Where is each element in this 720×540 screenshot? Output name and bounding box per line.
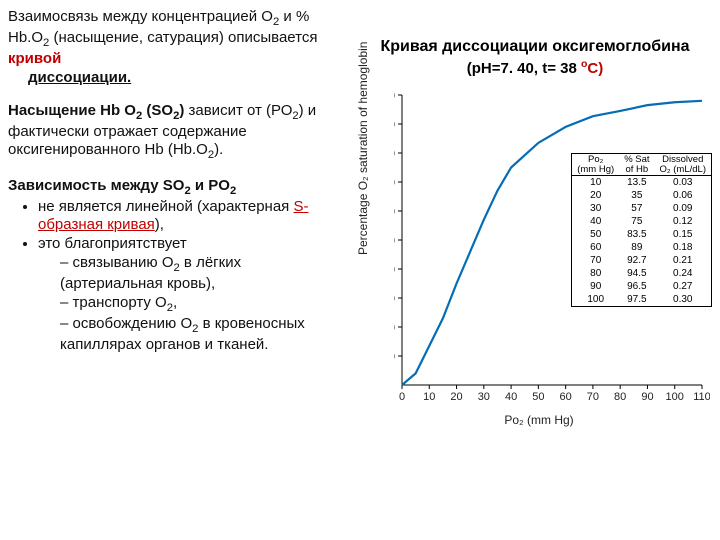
- y-axis-label: Percentage O₂ saturation of hemoglobin: [356, 42, 370, 255]
- svg-text:100: 100: [666, 391, 684, 403]
- svg-text:30: 30: [478, 391, 490, 403]
- bullet-list: не является линейной (характерная S-обра…: [8, 198, 340, 355]
- chart-title: Кривая диссоциации оксигемоглобина: [356, 38, 714, 56]
- svg-text:90: 90: [641, 391, 653, 403]
- table-row: 40750.12: [572, 215, 712, 228]
- x-axis-label: Pᴏ₂ (mm Hg): [504, 413, 573, 427]
- bullet-2: это благоприятствует связыванию О2 в лёг…: [38, 235, 340, 354]
- bullet-1: не является линейной (характерная S-обра…: [38, 198, 340, 236]
- col-po2: Pᴏ₂(mm Hg): [572, 154, 619, 176]
- table-row: 30570.09: [572, 202, 712, 215]
- svg-text:60: 60: [560, 391, 572, 403]
- data-table: Pᴏ₂(mm Hg) % Satof Hb DissolvedO₂ (mL/dL…: [571, 153, 712, 307]
- svg-text:0: 0: [399, 391, 405, 403]
- paragraph-3: Зависимость между SО2 и PО2 не является …: [8, 177, 340, 355]
- table-row: 8094.50.24: [572, 267, 712, 280]
- table-row: 60890.18: [572, 241, 712, 254]
- dash-3: освобождению О2 в кровеносных капиллярах…: [60, 315, 340, 355]
- svg-text:100: 100: [394, 91, 395, 102]
- svg-text:80: 80: [614, 391, 626, 403]
- right-column: Кривая диссоциации оксигемоглобина (рН=7…: [350, 0, 720, 540]
- table-row: 20350.06: [572, 189, 712, 202]
- dash-1: связыванию О2 в лёгких (артериальная кро…: [60, 254, 340, 294]
- dash-2: транспорту О2,: [60, 294, 340, 315]
- svg-text:40: 40: [394, 264, 395, 276]
- svg-text:40: 40: [505, 391, 517, 403]
- table-row: 9096.50.27: [572, 280, 712, 293]
- col-sat: % Satof Hb: [619, 154, 654, 176]
- chart-container: Percentage O₂ saturation of hemoglobin 0…: [360, 85, 718, 425]
- paragraph-1: Взаимосвязь между концентрацией О2 и % H…: [8, 8, 340, 88]
- table-row: 10097.50.30: [572, 293, 712, 307]
- left-text-column: Взаимосвязь между концентрацией О2 и % H…: [0, 0, 350, 540]
- svg-text:70: 70: [587, 391, 599, 403]
- p1-line: Взаимосвязь между концентрацией О: [8, 8, 273, 25]
- svg-text:30: 30: [394, 293, 395, 305]
- svg-text:20: 20: [394, 322, 395, 334]
- table-row: 1013.50.03: [572, 176, 712, 190]
- svg-text:50: 50: [532, 391, 544, 403]
- svg-text:110: 110: [693, 391, 710, 403]
- chart-subtitle: (рН=7. 40, t= 38 оС): [356, 58, 714, 77]
- svg-text:20: 20: [450, 391, 462, 403]
- table-row: 7092.70.21: [572, 254, 712, 267]
- svg-text:60: 60: [394, 206, 395, 218]
- svg-text:90: 90: [394, 119, 395, 131]
- table-row: 5083.50.15: [572, 228, 712, 241]
- svg-text:50: 50: [394, 235, 395, 247]
- dash-list: связыванию О2 в лёгких (артериальная кро…: [38, 254, 340, 355]
- svg-text:10: 10: [423, 391, 435, 403]
- paragraph-2: Насыщение Hb О2 (SО2) зависит от (РО2) и…: [8, 102, 340, 163]
- svg-text:70: 70: [394, 177, 395, 189]
- svg-text:80: 80: [394, 148, 395, 160]
- svg-text:10: 10: [394, 351, 395, 363]
- col-dissolved: DissolvedO₂ (mL/dL): [655, 154, 712, 176]
